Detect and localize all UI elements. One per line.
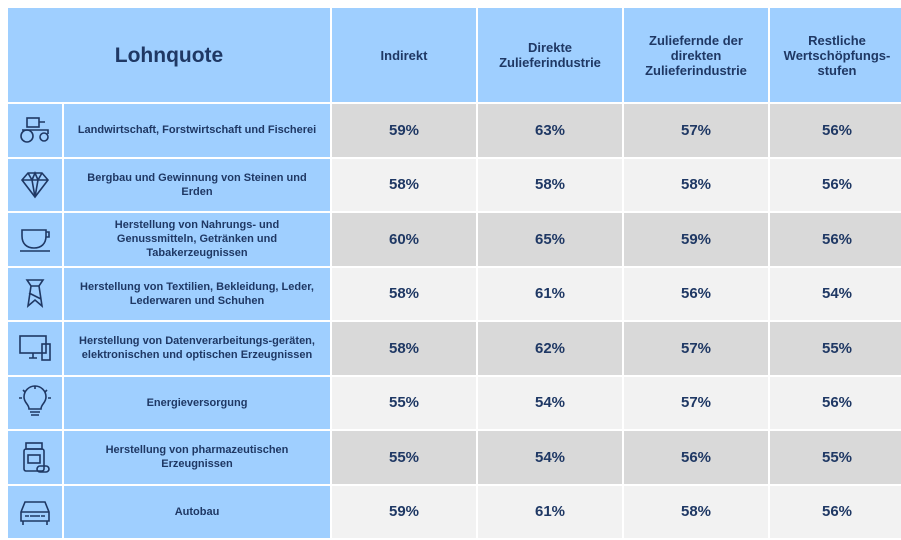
row-label: Autobau: [64, 485, 330, 538]
icon: [20, 500, 50, 525]
value-cell: 56%: [624, 267, 768, 320]
icon: [19, 335, 51, 362]
value-cell: 56%: [770, 158, 901, 211]
value-cell: 58%: [624, 485, 768, 538]
value-cell: 61%: [478, 485, 622, 538]
value-cell: 58%: [332, 322, 476, 375]
value-cell: 54%: [478, 431, 622, 484]
icon: [20, 117, 49, 144]
icon: [23, 442, 50, 474]
value-cell: 55%: [770, 322, 901, 375]
value-cell: 55%: [332, 376, 476, 429]
icon: [20, 229, 50, 253]
icon: [19, 385, 51, 416]
row-label: Landwirtschaft, Forstwirtschaft und Fisc…: [64, 104, 330, 157]
value-cell: 54%: [478, 376, 622, 429]
row-icon: [8, 267, 62, 320]
column-header: Restliche Wertschöpfungs-stufen: [770, 8, 901, 102]
row-icon: [8, 485, 62, 538]
value-cell: 57%: [624, 322, 768, 375]
table: Lohnquote Indirekt Direkte Zulieferindust…: [8, 8, 901, 538]
row-label: Bergbau und Gewinnung von Steinen und Er…: [64, 158, 330, 211]
row-label: Herstellung von Datenverarbeitungs-gerät…: [64, 322, 330, 375]
value-cell: 57%: [624, 376, 768, 429]
value-cell: 62%: [478, 322, 622, 375]
value-cell: 65%: [478, 213, 622, 266]
value-cell: 59%: [332, 485, 476, 538]
value-cell: 58%: [624, 158, 768, 211]
table-title: Lohnquote: [8, 8, 330, 102]
column-header: Indirekt: [332, 8, 476, 102]
row-label: Herstellung von Nahrungs- und Genussmitt…: [64, 213, 330, 266]
icon: [25, 278, 45, 308]
value-cell: 58%: [332, 158, 476, 211]
value-cell: 56%: [770, 104, 901, 157]
value-cell: 59%: [624, 213, 768, 266]
value-cell: 55%: [332, 431, 476, 484]
row-icon: [8, 104, 62, 157]
row-icon: [8, 213, 62, 266]
row-label: Energieversorgung: [64, 376, 330, 429]
value-cell: 56%: [624, 431, 768, 484]
value-cell: 59%: [332, 104, 476, 157]
row-icon: [8, 376, 62, 429]
value-cell: 56%: [770, 376, 901, 429]
value-cell: 63%: [478, 104, 622, 157]
column-header: Zuliefernde der direkten Zulieferindustr…: [624, 8, 768, 102]
value-cell: 54%: [770, 267, 901, 320]
row-label: Herstellung von pharmazeutischen Erzeugn…: [64, 431, 330, 484]
value-cell: 55%: [770, 431, 901, 484]
row-icon: [8, 158, 62, 211]
value-cell: 56%: [770, 213, 901, 266]
value-cell: 58%: [332, 267, 476, 320]
icon: [20, 170, 50, 199]
value-cell: 58%: [478, 158, 622, 211]
column-header: Direkte Zulieferindustrie: [478, 8, 622, 102]
row-icon: [8, 431, 62, 484]
row-icon: [8, 322, 62, 375]
value-cell: 60%: [332, 213, 476, 266]
row-label: Herstellung von Textilien, Bekleidung, L…: [64, 267, 330, 320]
value-cell: 57%: [624, 104, 768, 157]
value-cell: 61%: [478, 267, 622, 320]
value-cell: 56%: [770, 485, 901, 538]
